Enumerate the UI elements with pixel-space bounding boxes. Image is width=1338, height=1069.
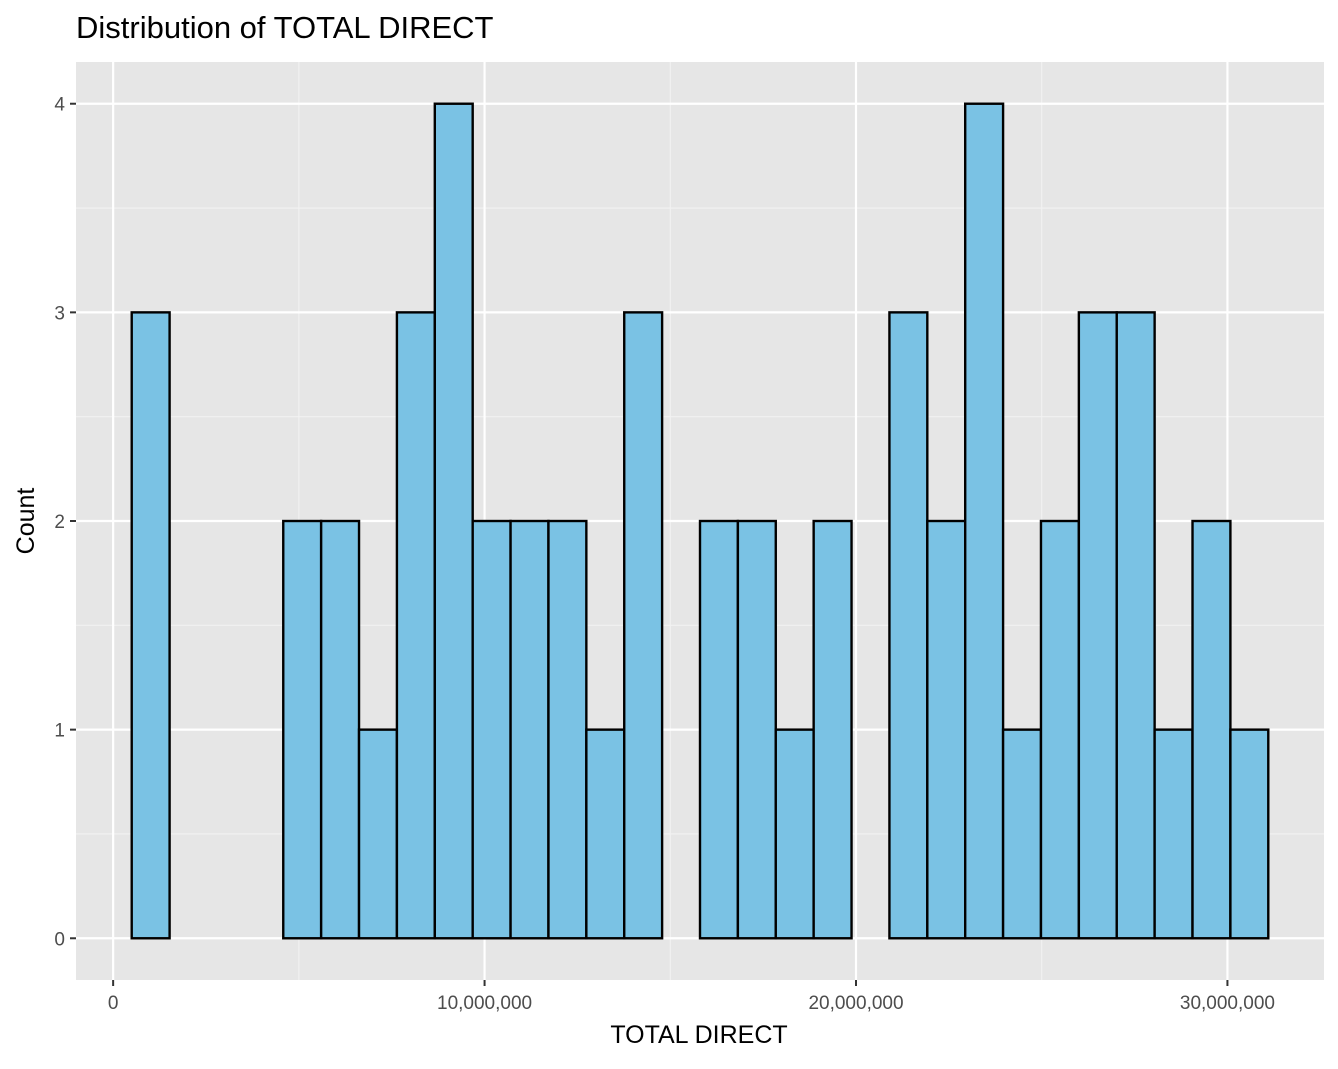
histogram-bar: [888, 311, 929, 940]
histogram-bar: [509, 519, 550, 940]
histogram-bar: [1191, 519, 1232, 940]
histogram-bar: [812, 519, 853, 940]
y-tick-label: 0: [54, 929, 65, 950]
histogram-bar: [319, 519, 361, 940]
y-tick-label: 4: [54, 95, 65, 116]
histogram-bar: [926, 519, 967, 940]
histogram-bar: [1001, 728, 1043, 940]
y-tick-label: 3: [54, 303, 65, 324]
y-axis-title: Count: [12, 488, 40, 555]
chart-title: Distribution of TOTAL DIRECT: [76, 10, 494, 45]
x-tick-label: 0: [108, 993, 119, 1014]
histogram-bar: [1229, 728, 1270, 940]
histogram-bar: [547, 519, 588, 940]
x-axis: 0 10,000,000 20,000,000 30,000,000: [108, 980, 1275, 1014]
y-tick-label: 1: [54, 721, 65, 742]
histogram-bars: [130, 102, 1270, 940]
x-tick-label: 10,000,000: [437, 993, 532, 1014]
histogram-bar: [130, 311, 171, 940]
histogram-bar: [774, 728, 815, 940]
histogram-bar: [433, 102, 474, 940]
histogram-bar: [1077, 311, 1118, 940]
histogram-bar: [698, 519, 740, 940]
histogram-bar: [736, 519, 777, 940]
histogram-bar: [964, 102, 1005, 940]
histogram-bar: [357, 728, 399, 940]
histogram-bar: [623, 311, 664, 940]
histogram-bar: [395, 311, 436, 940]
histogram-bar: [1039, 519, 1081, 940]
histogram-bar: [471, 519, 512, 940]
x-tick-label: 20,000,000: [808, 993, 903, 1014]
x-tick-label: 30,000,000: [1180, 993, 1275, 1014]
histogram-bar: [1153, 728, 1194, 940]
x-axis-title: TOTAL DIRECT: [610, 1021, 787, 1049]
histogram-bar: [585, 728, 626, 940]
y-tick-label: 2: [54, 512, 65, 533]
y-axis: 0 1 2 3 4: [54, 95, 76, 950]
histogram-bar: [1115, 311, 1156, 940]
histogram-bar: [282, 519, 323, 940]
